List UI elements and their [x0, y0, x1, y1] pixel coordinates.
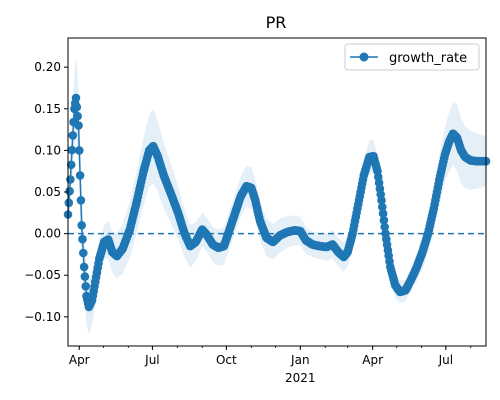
data-point	[378, 202, 387, 212]
y-tick-label: 0.20	[34, 60, 61, 74]
plot-area	[63, 56, 491, 335]
data-point	[79, 248, 88, 258]
y-axis: −0.10 −0.05 0.00 0.05 0.10 0.15 0.20	[24, 60, 68, 324]
x-tick-year-label: 2021	[285, 371, 316, 385]
data-point	[75, 146, 84, 155]
x-tick-label: Oct	[216, 353, 237, 367]
data-point	[74, 121, 83, 130]
y-tick-label: 0.15	[34, 102, 61, 116]
legend-marker-swatch	[359, 52, 369, 62]
data-point	[71, 93, 81, 103]
data-point	[78, 234, 87, 244]
y-tick-label: −0.05	[24, 268, 61, 282]
y-tick-label: 0.05	[34, 185, 61, 199]
x-axis: Apr Jul Oct Jan 2021 Apr Jul	[69, 346, 472, 385]
axes-frame	[67, 37, 487, 347]
series-layer	[63, 93, 491, 312]
data-point	[77, 221, 86, 230]
x-tick-label: Apr	[362, 353, 383, 367]
data-point	[378, 209, 388, 218]
data-point	[67, 145, 77, 155]
x-tick-label: Jul	[144, 353, 159, 367]
x-tick-label: Apr	[69, 353, 90, 367]
data-point	[79, 262, 89, 272]
data-point	[64, 198, 74, 208]
chart-title: PR	[266, 13, 287, 32]
data-point	[377, 196, 386, 205]
x-tick-label: Jul	[438, 353, 453, 367]
confidence-band	[68, 56, 486, 335]
data-point	[75, 171, 85, 180]
legend-label: growth_rate	[389, 51, 467, 66]
data-point	[80, 272, 90, 281]
confidence-band-layer	[68, 56, 486, 335]
data-point	[66, 175, 75, 184]
x-tick-label: Jan	[290, 353, 310, 367]
data-point	[380, 222, 390, 232]
legend: growth_rate	[344, 43, 480, 71]
data-point	[81, 282, 90, 291]
y-tick-label: 0.00	[34, 227, 61, 241]
data-point	[379, 216, 389, 225]
data-point	[76, 196, 86, 205]
y-tick-label: −0.10	[24, 310, 61, 324]
data-point	[68, 131, 78, 140]
y-tick-label: 0.10	[34, 143, 61, 157]
data-point	[73, 111, 82, 121]
legend-box	[344, 43, 480, 71]
data-point	[65, 186, 74, 196]
data-point	[66, 160, 76, 170]
data-point	[72, 102, 82, 112]
